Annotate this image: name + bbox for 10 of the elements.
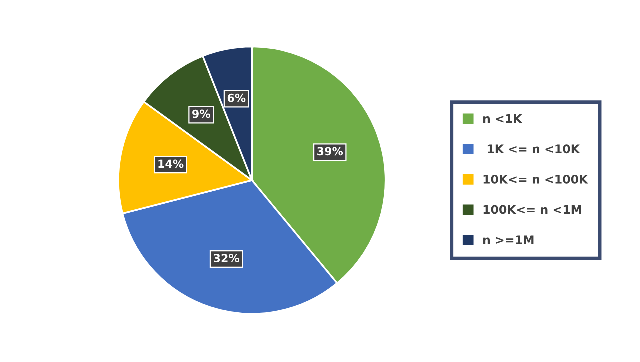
legend-label: 100K<= n <1M [484, 205, 582, 214]
legend-label: 1K <= n <10K [488, 144, 580, 154]
legend-label: n <1K [484, 114, 523, 124]
data-label: 14% [158, 160, 184, 168]
data-label: 9% [192, 110, 210, 118]
legend-label: n >=1M [484, 236, 534, 244]
legend-label: 10K<= n <100K [484, 174, 589, 184]
data-label: 39% [318, 147, 344, 156]
data-label: 6% [228, 94, 246, 102]
data-label: 32% [214, 254, 240, 262]
